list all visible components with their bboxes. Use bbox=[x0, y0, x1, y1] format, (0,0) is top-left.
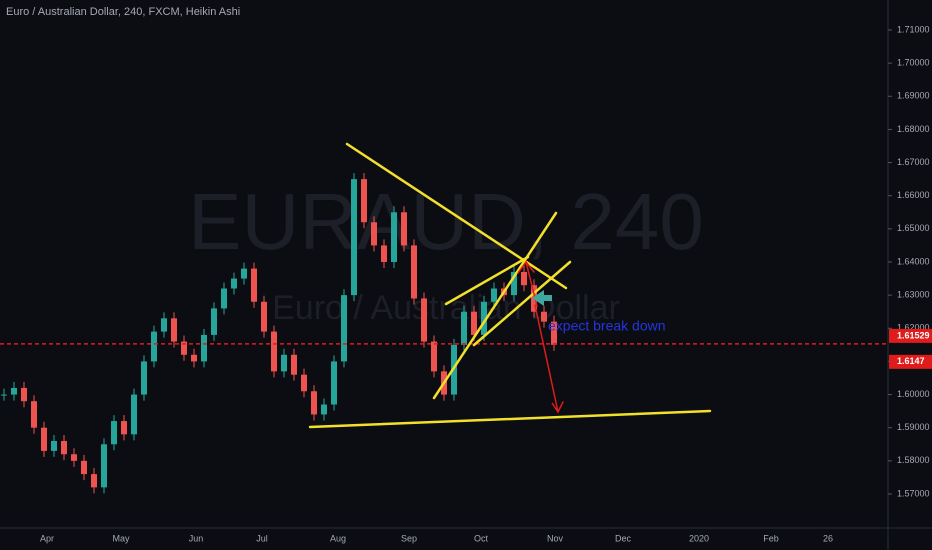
watermark: EURAUD, 240 bbox=[188, 177, 704, 266]
x-tick-label: Nov bbox=[547, 533, 564, 543]
candle-body bbox=[281, 354, 287, 372]
candle-body bbox=[181, 341, 187, 355]
candle-body bbox=[221, 288, 227, 309]
candle-body bbox=[121, 421, 127, 435]
candle-body bbox=[521, 271, 527, 286]
x-tick-label: Dec bbox=[615, 533, 632, 543]
candle-body bbox=[21, 387, 27, 402]
channel-line bbox=[432, 211, 558, 400]
price-label-box bbox=[889, 328, 932, 343]
candle-body bbox=[481, 301, 487, 335]
y-tick-label: 1.70000 bbox=[897, 58, 930, 68]
candle-body bbox=[81, 460, 87, 475]
candle-body bbox=[161, 318, 167, 332]
y-tick-label: 1.63000 bbox=[897, 290, 930, 300]
chart-title: Euro / Australian Dollar, 240, FXCM, Hei… bbox=[6, 6, 240, 18]
plot-area bbox=[0, 173, 888, 494]
y-tick-label: 1.69000 bbox=[897, 91, 930, 101]
x-tick-label: Feb bbox=[763, 533, 779, 543]
x-tick-label: Sep bbox=[401, 533, 417, 543]
trend-line bbox=[345, 142, 568, 290]
candle-body bbox=[141, 361, 147, 395]
candle-body bbox=[541, 311, 547, 322]
x-tick-label: May bbox=[112, 533, 130, 543]
y-tick-label: 1.67000 bbox=[897, 157, 930, 167]
y-tick-label: 1.71000 bbox=[897, 24, 930, 34]
candle-body bbox=[551, 321, 557, 345]
candle-body bbox=[41, 427, 47, 451]
candle-body bbox=[301, 374, 307, 392]
candle-body bbox=[511, 271, 517, 296]
annotation: expect break down bbox=[548, 318, 666, 334]
drawings bbox=[308, 142, 712, 429]
candle-body bbox=[421, 298, 427, 342]
candle-body bbox=[491, 288, 497, 302]
candle-body bbox=[231, 278, 237, 289]
candle-body bbox=[251, 268, 257, 302]
candle-body bbox=[261, 301, 267, 332]
y-tick-label: 1.58000 bbox=[897, 455, 930, 465]
candle-body bbox=[1, 394, 7, 396]
y-tick-label: 1.68000 bbox=[897, 124, 930, 134]
candle-body bbox=[381, 245, 387, 262]
candle-body bbox=[321, 404, 327, 415]
candle-body bbox=[311, 391, 317, 415]
candle-body bbox=[201, 334, 207, 362]
axes: 1.570001.580001.590001.600001.610001.620… bbox=[40, 24, 932, 543]
price-label: 1.61529 bbox=[897, 330, 930, 340]
candle-body bbox=[171, 318, 177, 342]
y-tick-label: 1.59000 bbox=[897, 422, 930, 432]
price-label: 1.6147 bbox=[897, 356, 925, 366]
x-tick-label: 26 bbox=[823, 533, 833, 543]
x-tick-label: Jul bbox=[256, 533, 268, 543]
candle-body bbox=[31, 401, 37, 428]
candle-body bbox=[241, 268, 247, 279]
candle-body bbox=[11, 387, 17, 395]
candle-body bbox=[191, 354, 197, 362]
x-tick-label: Aug bbox=[330, 533, 346, 543]
candle-body bbox=[151, 331, 157, 362]
candle-body bbox=[401, 212, 407, 246]
candle-body bbox=[461, 311, 467, 345]
candle-body bbox=[371, 222, 377, 246]
candle-body bbox=[471, 311, 477, 335]
y-tick-label: 1.65000 bbox=[897, 223, 930, 233]
watermark-subtitle: Euro / Australian Dollar bbox=[272, 289, 620, 327]
candle-body bbox=[91, 474, 97, 488]
y-tick-label: 1.62000 bbox=[897, 323, 930, 333]
x-tick-label: Jun bbox=[189, 533, 204, 543]
candle-body bbox=[131, 394, 137, 435]
candle-body bbox=[51, 440, 57, 451]
arrow bbox=[517, 260, 538, 307]
candle-body bbox=[61, 440, 67, 455]
candle-body bbox=[71, 454, 77, 461]
channel-line bbox=[472, 260, 572, 347]
candle-body bbox=[211, 308, 217, 335]
support-line bbox=[308, 409, 712, 429]
candle-body bbox=[361, 179, 367, 223]
y-tick-label: 1.60000 bbox=[897, 389, 930, 399]
pointer-icon bbox=[532, 290, 552, 306]
candle-body bbox=[351, 179, 357, 296]
x-tick-label: Oct bbox=[474, 533, 489, 543]
candle-body bbox=[291, 354, 297, 375]
x-tick-label: 2020 bbox=[689, 533, 709, 543]
y-tick-label: 1.66000 bbox=[897, 190, 930, 200]
y-tick-label: 1.57000 bbox=[897, 488, 930, 498]
candle-body bbox=[341, 295, 347, 362]
price-label-box bbox=[889, 354, 932, 369]
channel-line bbox=[444, 255, 530, 306]
candle-body bbox=[411, 245, 417, 299]
candle-body bbox=[331, 361, 337, 405]
x-tick-label: Apr bbox=[40, 533, 54, 543]
candle-body bbox=[391, 212, 397, 262]
candle-body bbox=[111, 421, 117, 445]
y-tick-label: 1.64000 bbox=[897, 256, 930, 266]
candle-body bbox=[101, 444, 107, 488]
candle-body bbox=[271, 331, 277, 372]
arrow bbox=[534, 304, 564, 414]
candle-body bbox=[431, 341, 437, 372]
